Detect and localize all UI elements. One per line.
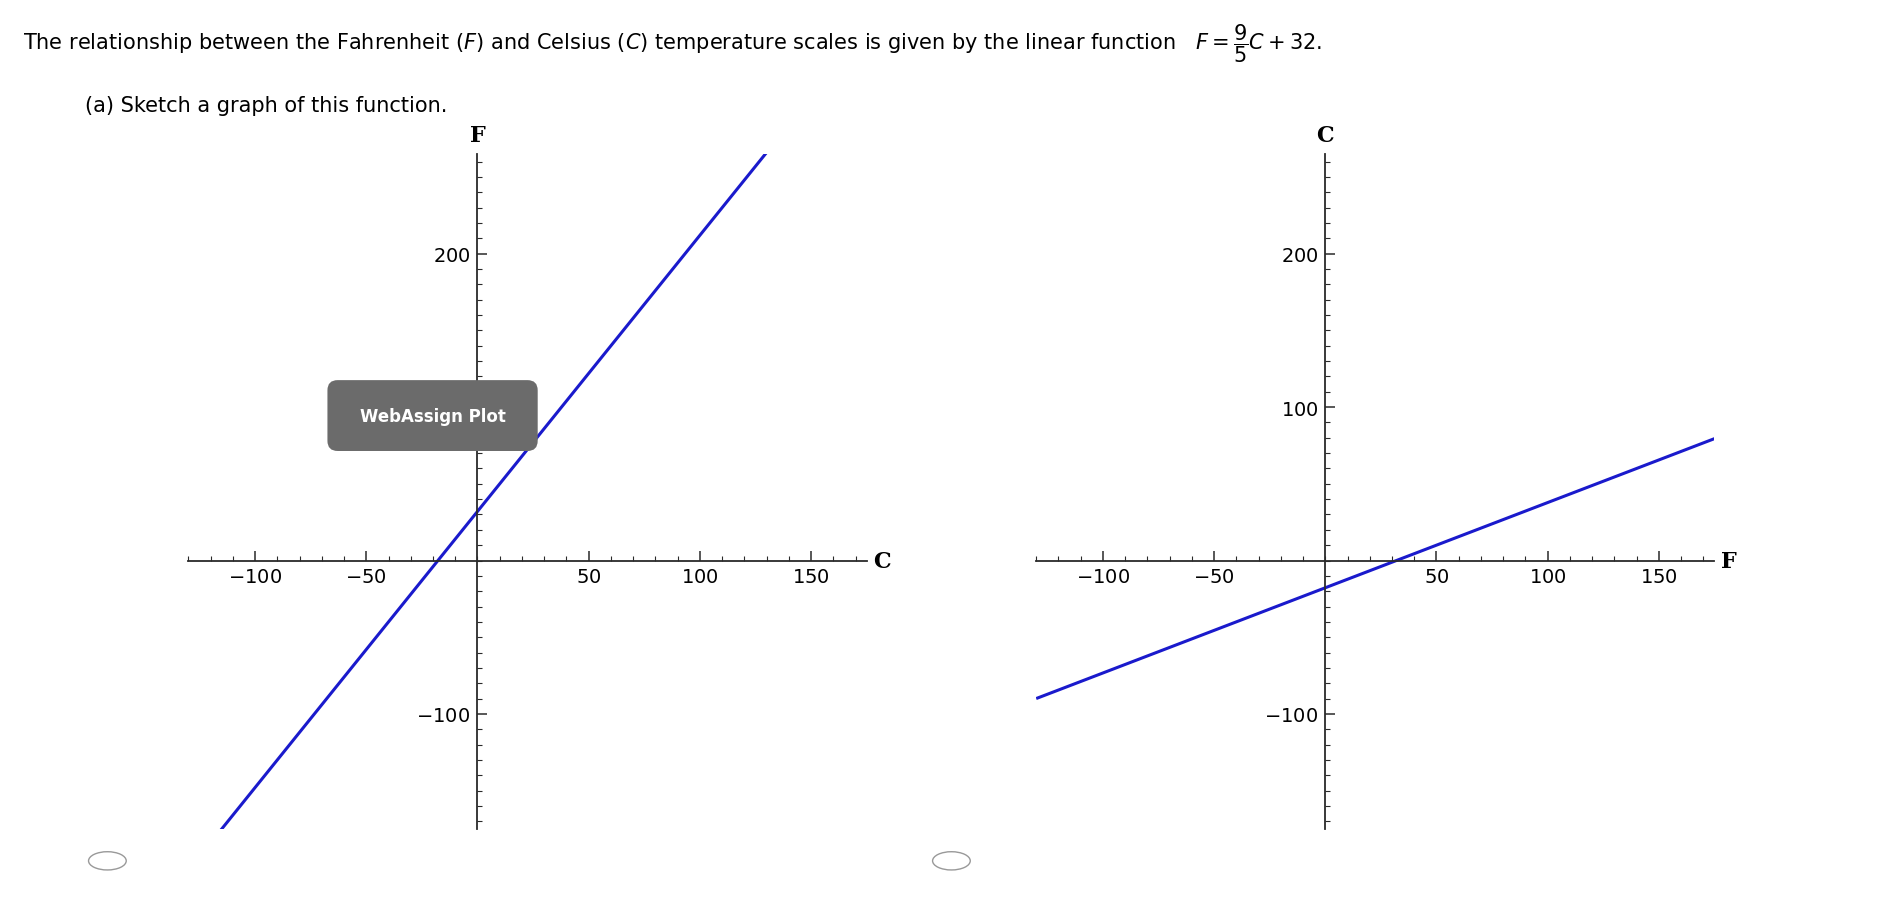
- Text: (a) Sketch a graph of this function.: (a) Sketch a graph of this function.: [85, 96, 447, 116]
- Text: F: F: [469, 125, 486, 148]
- FancyBboxPatch shape: [328, 381, 537, 452]
- Text: The relationship between the Fahrenheit ($F$) and Celsius ($C$) temperature scal: The relationship between the Fahrenheit …: [23, 23, 1323, 66]
- Text: C: C: [874, 550, 891, 572]
- Text: F: F: [1722, 550, 1737, 572]
- Text: WebAssign Plot: WebAssign Plot: [360, 407, 505, 425]
- Text: C: C: [1317, 125, 1334, 148]
